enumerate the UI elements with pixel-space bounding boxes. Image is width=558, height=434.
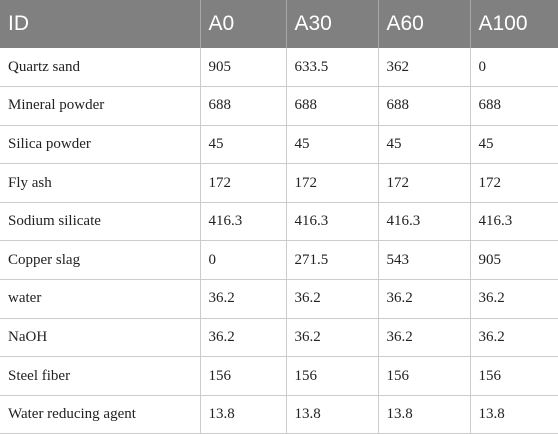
table-cell: 905 bbox=[470, 240, 558, 281]
table-cell: 156 bbox=[470, 356, 558, 396]
table-cell: 172 bbox=[286, 163, 379, 203]
table-cell: 13.8 bbox=[200, 395, 287, 434]
table-cell: 416.3 bbox=[200, 202, 287, 242]
table-cell: 13.8 bbox=[378, 395, 471, 434]
row-label: Copper slag bbox=[0, 240, 201, 281]
table-cell: 45 bbox=[286, 125, 379, 165]
table-row: Steel fiber 156 156 156 156 bbox=[0, 356, 558, 396]
table-cell: 45 bbox=[200, 125, 287, 165]
row-label: NaOH bbox=[0, 318, 201, 358]
table-cell: 36.2 bbox=[200, 318, 287, 358]
table-cell: 688 bbox=[200, 86, 287, 126]
table-cell: 36.2 bbox=[470, 279, 558, 319]
table-cell: 905 bbox=[200, 48, 287, 88]
table-cell: 172 bbox=[470, 163, 558, 203]
table-cell: 688 bbox=[286, 86, 379, 126]
table-cell: 416.3 bbox=[378, 202, 471, 242]
table-cell: 36.2 bbox=[286, 318, 379, 358]
table-row: water 36.2 36.2 36.2 36.2 bbox=[0, 279, 558, 319]
table-cell: 0 bbox=[470, 48, 558, 88]
table-cell: 416.3 bbox=[286, 202, 379, 242]
table-cell: 362 bbox=[378, 48, 471, 88]
row-label: Mineral powder bbox=[0, 86, 201, 126]
table-header: ID A0 A30 A60 A100 bbox=[0, 0, 558, 48]
row-label: Sodium silicate bbox=[0, 202, 201, 242]
table-cell: 543 bbox=[378, 240, 471, 281]
table-cell: 633.5 bbox=[286, 48, 379, 88]
table-cell: 0 bbox=[200, 240, 287, 281]
header-cell-a100: A100 bbox=[470, 0, 558, 48]
header-cell-id: ID bbox=[0, 0, 201, 48]
table-cell: 688 bbox=[470, 86, 558, 126]
row-label: Fly ash bbox=[0, 163, 201, 203]
header-row: ID A0 A30 A60 A100 bbox=[0, 0, 558, 48]
table-row: Mineral powder 688 688 688 688 bbox=[0, 86, 558, 126]
header-cell-a60: A60 bbox=[378, 0, 471, 48]
table-row: NaOH 36.2 36.2 36.2 36.2 bbox=[0, 318, 558, 358]
table-row: Fly ash 172 172 172 172 bbox=[0, 163, 558, 203]
table-cell: 172 bbox=[200, 163, 287, 203]
table-row: Water reducing agent 13.8 13.8 13.8 13.8 bbox=[0, 395, 558, 434]
header-cell-a30: A30 bbox=[286, 0, 379, 48]
table-body: Quartz sand 905 633.5 362 0 Mineral powd… bbox=[0, 48, 558, 434]
table-cell: 45 bbox=[378, 125, 471, 165]
table-cell: 13.8 bbox=[286, 395, 379, 434]
table-cell: 13.8 bbox=[470, 395, 558, 434]
row-label: water bbox=[0, 279, 201, 319]
table-row: Sodium silicate 416.3 416.3 416.3 416.3 bbox=[0, 202, 558, 242]
table-cell: 156 bbox=[378, 356, 471, 396]
table-cell: 36.2 bbox=[470, 318, 558, 358]
table-cell: 156 bbox=[200, 356, 287, 396]
header-cell-a0: A0 bbox=[200, 0, 287, 48]
row-label: Silica powder bbox=[0, 125, 201, 165]
table-row: Silica powder 45 45 45 45 bbox=[0, 125, 558, 165]
row-label: Steel fiber bbox=[0, 356, 201, 396]
row-label: Water reducing agent bbox=[0, 395, 201, 434]
table-cell: 36.2 bbox=[378, 279, 471, 319]
table-row: Copper slag 0 271.5 543 905 bbox=[0, 240, 558, 281]
table-cell: 271.5 bbox=[286, 240, 379, 281]
row-label: Quartz sand bbox=[0, 48, 201, 88]
table-cell: 416.3 bbox=[470, 202, 558, 242]
table-cell: 156 bbox=[286, 356, 379, 396]
table-row: Quartz sand 905 633.5 362 0 bbox=[0, 48, 558, 88]
table-cell: 45 bbox=[470, 125, 558, 165]
table-cell: 688 bbox=[378, 86, 471, 126]
table-cell: 36.2 bbox=[200, 279, 287, 319]
table-cell: 36.2 bbox=[286, 279, 379, 319]
table-cell: 36.2 bbox=[378, 318, 471, 358]
table-cell: 172 bbox=[378, 163, 471, 203]
